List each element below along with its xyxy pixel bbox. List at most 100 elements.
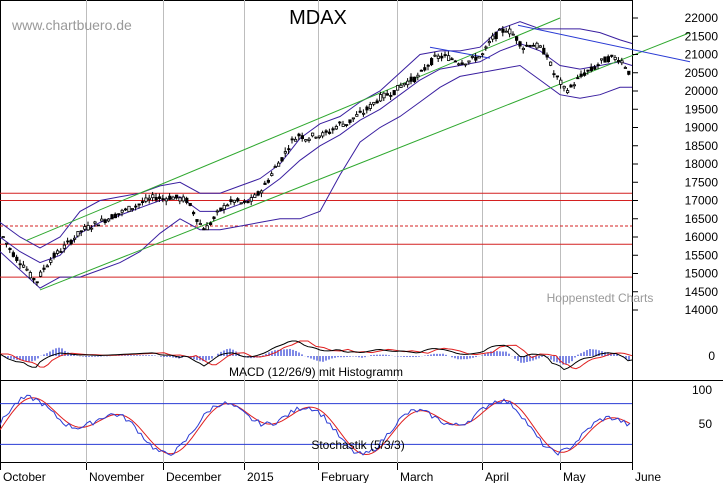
- candle-body: [45, 265, 50, 268]
- y-tick-label: 16000: [685, 230, 719, 244]
- y-tick-label: 17500: [685, 175, 719, 189]
- candle-body: [103, 219, 107, 224]
- candle-body: [460, 62, 464, 65]
- candle-body: [96, 224, 100, 227]
- stochastic-panel: [0, 394, 632, 456]
- candle-body: [620, 60, 624, 64]
- candle-body: [321, 132, 325, 137]
- candle-body: [15, 256, 19, 261]
- candle-body: [358, 110, 362, 113]
- stochastic-label: Stochastik (5/3/3): [311, 438, 404, 452]
- candle-body: [290, 138, 294, 141]
- candle-body: [508, 28, 512, 35]
- x-tick-label: April: [485, 470, 509, 483]
- candle-body: [124, 208, 128, 211]
- candle-body: [249, 197, 253, 202]
- candle-body: [477, 56, 481, 59]
- candle-body: [134, 205, 138, 208]
- candle-body: [586, 69, 590, 72]
- candle-body: [600, 58, 604, 61]
- candle-body: [423, 67, 427, 71]
- candle-body: [113, 213, 117, 219]
- candle-body: [1, 236, 5, 239]
- y-tick-label: 18000: [685, 157, 719, 171]
- candle-body: [324, 130, 328, 133]
- candle-body: [344, 124, 349, 126]
- candle-body: [69, 239, 73, 245]
- candle-body: [270, 173, 274, 176]
- candle-body: [576, 77, 580, 80]
- candle-body: [18, 263, 22, 266]
- candle-body: [307, 138, 311, 141]
- candle-body: [304, 139, 308, 142]
- candle-body: [518, 41, 522, 47]
- candle-body: [589, 66, 594, 71]
- x-tick-label: October: [3, 470, 46, 483]
- candle-body: [450, 58, 454, 61]
- macd-axis-ticks: 0: [708, 349, 715, 363]
- candle-body: [579, 73, 583, 77]
- candle-body: [559, 79, 563, 85]
- stochastic-k-line: [0, 394, 631, 456]
- candle-body: [144, 197, 148, 202]
- candle-body: [100, 218, 104, 222]
- candle-body: [49, 259, 53, 263]
- candle-body: [130, 208, 134, 210]
- y-tick-label: 15500: [685, 248, 719, 262]
- resistance-trend-line: [517, 24, 691, 63]
- candle-body: [161, 198, 165, 201]
- y-tick-label: 14500: [685, 285, 719, 299]
- candle-body: [562, 85, 566, 89]
- candle-body: [487, 41, 492, 44]
- x-tick-label: May: [563, 470, 586, 483]
- candle-body: [39, 271, 43, 277]
- candle-body: [93, 221, 97, 224]
- candle-body: [470, 56, 475, 58]
- candle-body: [208, 222, 213, 225]
- candle-body: [348, 119, 352, 123]
- candle-body: [596, 64, 600, 67]
- candle-body: [266, 179, 271, 183]
- candle-body: [494, 31, 498, 39]
- candle-body: [389, 95, 393, 97]
- candle-body: [623, 67, 628, 69]
- candle-body: [242, 200, 247, 203]
- chart-title: MDAX: [289, 7, 347, 29]
- candle-body: [504, 30, 509, 33]
- candle-body: [188, 202, 192, 206]
- candle-body: [263, 182, 267, 185]
- candle-body: [368, 103, 373, 109]
- candle-body: [378, 94, 383, 102]
- candle-body: [232, 199, 236, 203]
- candle-body: [555, 75, 560, 78]
- candle-body: [140, 201, 145, 204]
- candle-body: [341, 123, 345, 127]
- candle-body: [56, 250, 60, 254]
- plot-frame: [0, 0, 633, 463]
- upper-band-line: [0, 21, 633, 249]
- candle-body: [416, 74, 420, 78]
- candle-body: [205, 225, 209, 231]
- y-tick-label: 21000: [685, 48, 719, 62]
- candle-body: [525, 44, 529, 47]
- candle-body: [314, 136, 318, 139]
- candle-body: [361, 112, 366, 115]
- candle-body: [297, 133, 301, 137]
- candle-body: [195, 219, 199, 222]
- candle-body: [457, 63, 461, 66]
- candle-body: [402, 82, 407, 86]
- candle-body: [283, 151, 288, 154]
- macd-label: MACD (12/26/9) mit Histogramm: [229, 365, 403, 379]
- candle-body: [25, 268, 29, 271]
- y-tick-label: 20500: [685, 66, 719, 80]
- candle-body: [409, 76, 413, 82]
- y-tick-label: 19000: [685, 121, 719, 135]
- candle-body: [515, 36, 519, 41]
- candle-body: [538, 45, 543, 48]
- x-tick-label: December: [166, 470, 221, 483]
- candle-body: [11, 252, 15, 257]
- macd-panel: [0, 340, 633, 371]
- candle-body: [236, 198, 240, 202]
- candle-body: [293, 138, 298, 142]
- candle-body: [382, 92, 386, 99]
